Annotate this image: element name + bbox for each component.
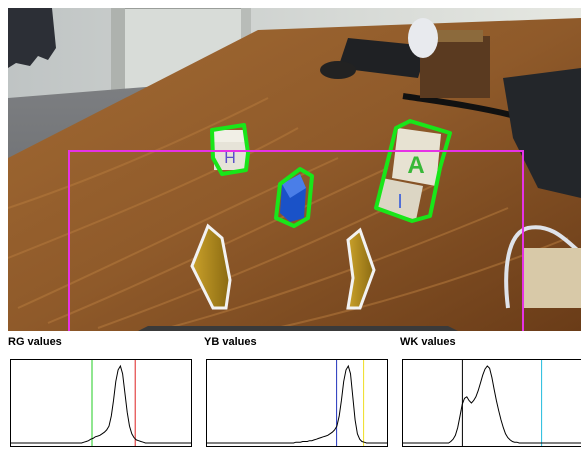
histogram-plot-yb (206, 359, 388, 447)
mouse (320, 61, 356, 79)
svg-text:I: I (397, 191, 403, 213)
histogram-curve-rg (11, 364, 191, 444)
gripper-left-finger (190, 223, 232, 310)
histogram-title-rg: RG values (8, 336, 62, 348)
histogram-plot-rg (10, 359, 192, 447)
histogram-curve-wk (403, 365, 581, 444)
blue-block (280, 174, 306, 222)
keyboard (338, 38, 428, 78)
svg-text:A: A (407, 152, 424, 179)
histogram-plot-wk (402, 359, 581, 447)
histogram-title-yb: YB values (204, 336, 257, 348)
histogram-panel-wk: WK values (400, 336, 581, 451)
desk-phone (503, 68, 581, 198)
histogram-title-wk: WK values (400, 336, 456, 348)
histogram-svg-yb (207, 360, 387, 446)
letter-block-right: A I (376, 128, 441, 220)
detection-outline-left-block (210, 123, 250, 176)
cable-right (504, 225, 581, 309)
histogram-panel-yb: YB values (204, 336, 390, 451)
gripper-base (138, 326, 458, 331)
door-frame (111, 8, 125, 108)
histogram-svg-wk (403, 360, 581, 446)
cable (402, 93, 524, 121)
detection-outlines (210, 119, 452, 228)
camera-scene: H A I (8, 8, 581, 331)
cardboard-box (523, 248, 581, 308)
histogram-curve-yb (207, 364, 387, 444)
histogram-svg-rg (11, 360, 191, 446)
pen-holder-top (428, 30, 483, 42)
gripper-right-finger (346, 227, 376, 310)
white-object (408, 18, 438, 58)
detection-outline-blue-block (274, 167, 314, 228)
hanging-jacket (8, 8, 56, 68)
histogram-panel-rg: RG values (8, 336, 194, 451)
camera-view: H A I (8, 8, 581, 331)
detection-outline-right-block (374, 119, 452, 223)
svg-text:H: H (224, 150, 236, 167)
roi-rectangle (68, 150, 524, 331)
